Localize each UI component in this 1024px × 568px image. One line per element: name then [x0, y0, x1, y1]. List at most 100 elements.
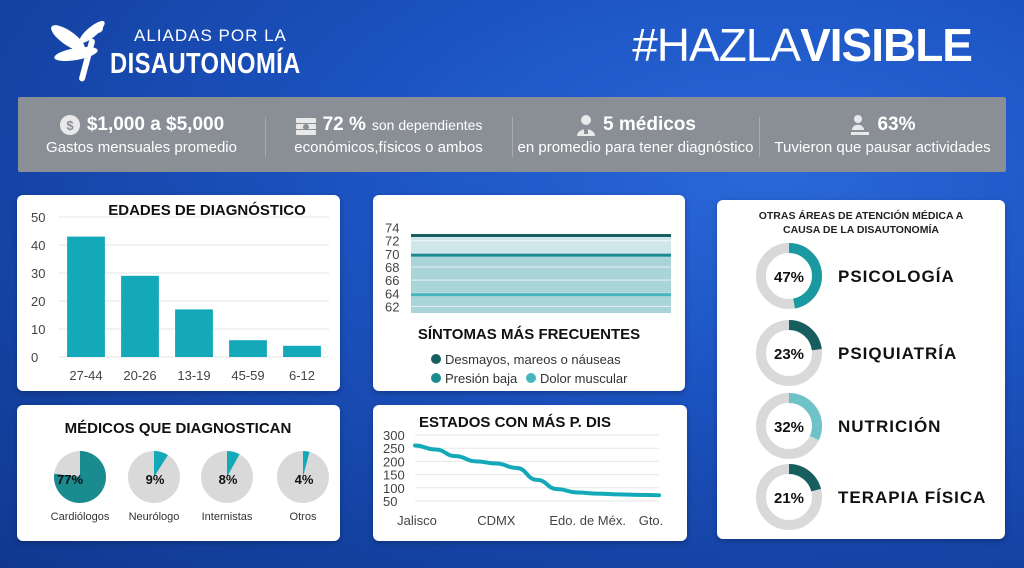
bar-xtick-label: 13-19: [177, 368, 210, 383]
stats-bar: $ $1,000 a $5,000 Gastos mensuales prome…: [18, 97, 1006, 172]
pie-percent-label: 77%: [57, 472, 83, 487]
donut-area-label: NUTRICIÓN: [838, 417, 941, 436]
stat-doctors-value: 5 médicos: [603, 113, 696, 135]
line-xtick-label: Gto.: [639, 513, 664, 528]
symptom-ytick-label: 68: [385, 260, 399, 275]
pie-chart-title: MÉDICOS QUE DIAGNOSTICAN: [65, 420, 292, 437]
legend-label: Desmayos, mareos o náuseas: [445, 352, 621, 367]
stat-pause: 63% Tuvieron que pausar actividades: [759, 97, 1006, 172]
logo-text-bottom: DISAUTONOMÍA: [110, 48, 301, 80]
pie-category-label: Neurólogo: [129, 511, 180, 523]
stat-dependents-label: económicos,físicos o ambos: [294, 138, 483, 156]
pie-slice: [227, 451, 240, 477]
bar-45-59: [229, 340, 267, 357]
bar-ytick-label: 40: [31, 238, 45, 253]
legend-label: Dolor muscular: [540, 371, 628, 386]
donut-arc: [756, 320, 822, 386]
stat-expenses-value: $1,000 a $5,000: [86, 113, 225, 135]
areas-card: OTRAS ÁREAS DE ATENCIÓN MÉDICA A CAUSA DE…: [717, 200, 1005, 539]
bar-xtick-label: 27-44: [69, 368, 102, 383]
donut-arc: [756, 243, 822, 309]
symptom-area-fill-inner: [411, 255, 671, 313]
donut-area-label: PSICOLOGÍA: [838, 267, 955, 286]
doctors-pie-charts: MÉDICOS QUE DIAGNOSTICAN 77% Cardiólogos 9%…: [51, 420, 329, 523]
stat-dependents: 72 % son dependientes económicos,físicos…: [265, 97, 512, 172]
line-ytick-label: 250: [383, 441, 405, 456]
donut-percent-label: 21%: [774, 490, 804, 507]
line-chart-title: ESTADOS CON MÁS P. DIS: [419, 414, 611, 431]
pie-slice: [53, 451, 107, 503]
age-chart-card: EDADES DE DIAGNÓSTICO 0 10 20 30 40 50 27-44 20-…: [17, 195, 340, 391]
pie-percent-label: 4%: [295, 472, 314, 487]
line-xtick-label: Jalisco: [397, 513, 437, 528]
coin-icon: $: [59, 114, 80, 135]
symptom-ytick-label: 70: [385, 247, 399, 262]
bar-27-44: [67, 236, 105, 357]
pie-percent-label: 8%: [219, 472, 238, 487]
bar-ytick-label: 20: [31, 294, 45, 309]
svg-text:$: $: [66, 118, 74, 133]
donut-chart-title-line2: CAUSA DE LA DISAUTONOMÍA: [783, 223, 939, 236]
bar-xtick-label: 20-26: [123, 368, 156, 383]
symptom-ytick-label: 72: [385, 234, 399, 249]
hashtag-bold: VISIBLE: [800, 19, 973, 71]
pie-Internistas: 8% Internistas: [201, 451, 253, 523]
stat-pause-label: Tuvieron que pausar actividades: [774, 138, 991, 156]
bar-ytick-label: 50: [31, 210, 45, 225]
bar-ytick-label: 0: [31, 350, 38, 365]
donut-TERAPIA FÍSICA: 21% TERAPIA FÍSICA: [756, 464, 986, 530]
pie-Cardiólogos: 77% Cardiólogos: [51, 451, 110, 523]
donut-PSIQUIATRÍA: 23% PSIQUIATRÍA: [756, 320, 956, 386]
legend-marker: [526, 373, 536, 383]
symptoms-card: 62 64 66 68 70 72 74 SÍNTOMAS MÁS FRECUENTES Des…: [373, 195, 685, 391]
bar-13-19: [175, 309, 213, 357]
symptom-ytick-label: 64: [385, 286, 399, 301]
stat-expenses: $ $1,000 a $5,000 Gastos mensuales prome…: [18, 97, 265, 172]
stat-dependents-small: son dependientes: [371, 116, 483, 133]
age-bar-chart: EDADES DE DIAGNÓSTICO 0 10 20 30 40 50 27-44 20-…: [31, 201, 329, 383]
stat-dependents-value: 72 %: [322, 113, 366, 135]
pie-slice: [154, 451, 168, 477]
line-ytick-label: 100: [383, 481, 405, 496]
line-ytick-label: 50: [383, 494, 397, 509]
line-ytick-label: 150: [383, 468, 405, 483]
donut-arc: [756, 464, 822, 530]
pie-category-label: Cardiólogos: [51, 511, 110, 523]
stat-expenses-label: Gastos mensuales promedio: [46, 138, 237, 156]
donut-area-label: TERAPIA FÍSICA: [838, 488, 986, 507]
hashtag-light: #HAZLA: [632, 19, 801, 71]
donut-NUTRICIÓN: 32% NUTRICIÓN: [756, 393, 941, 459]
pie-category-label: Otros: [290, 511, 317, 523]
legend-marker: [431, 354, 441, 364]
donut-percent-label: 47%: [774, 269, 804, 286]
person-pause-icon: [851, 114, 870, 135]
bar-xtick-label: 6-12: [289, 368, 315, 383]
bar-chart-title: EDADES DE DIAGNÓSTICO: [108, 201, 306, 219]
donut-chart-title-line1: OTRAS ÁREAS DE ATENCIÓN MÉDICA A: [759, 209, 964, 222]
bar-6-12: [283, 345, 321, 357]
line-ytick-label: 300: [383, 428, 405, 443]
hashtag-title: #HAZLAVISIBLE: [632, 18, 973, 72]
pie-percent-label: 9%: [146, 472, 165, 487]
pie-slice: [303, 451, 310, 477]
pie-category-label: Internistas: [202, 511, 253, 523]
doctor-icon: [577, 114, 596, 136]
legend-marker: [431, 373, 441, 383]
symptom-ytick-label: 66: [385, 273, 399, 288]
bar-ytick-label: 30: [31, 266, 45, 281]
stat-pause-value: 63%: [877, 113, 916, 135]
legend-label: Presión baja: [445, 371, 518, 386]
title-backdrop: [419, 411, 609, 431]
logo: ALIADAS POR LA DISAUTONOMÍA: [46, 16, 300, 86]
line-ytick-label: 200: [383, 454, 405, 469]
bar-ytick-label: 10: [31, 322, 45, 337]
donut-PSICOLOGÍA: 47% PSICOLOGÍA: [756, 243, 955, 309]
stat-doctors-label: en promedio para tener diagnóstico: [517, 138, 754, 156]
states-card: 50 100 150 200 250 300 ESTADOS CON MÁS P. DIS J…: [373, 405, 687, 541]
pie-Neurólogo: 9% Neurólogo: [128, 451, 180, 523]
bar-20-26: [121, 275, 159, 357]
logo-text-top: ALIADAS POR LA: [134, 26, 287, 45]
